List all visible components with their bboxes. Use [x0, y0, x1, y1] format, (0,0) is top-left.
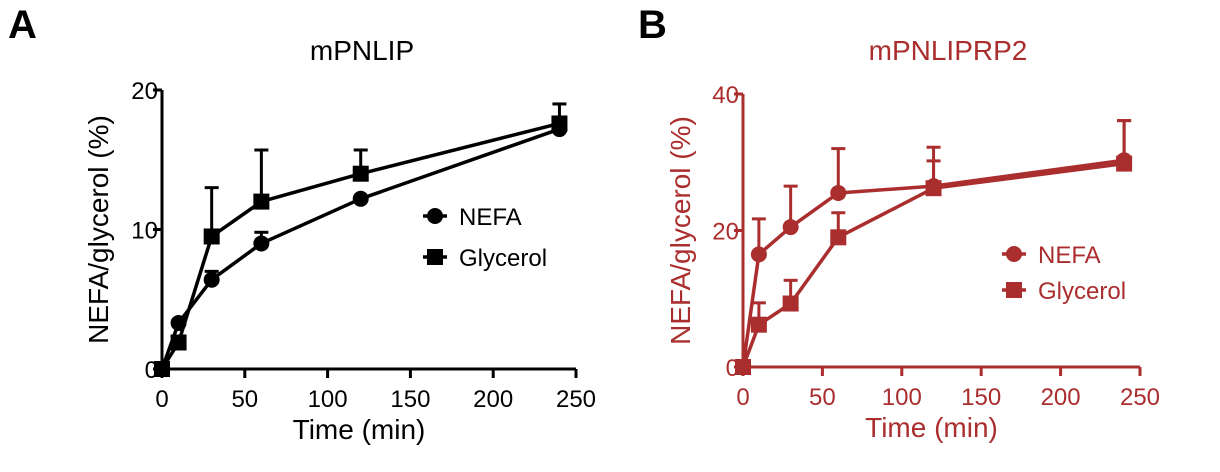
- nefa-data-point: [782, 219, 799, 236]
- x-axis-label: Time (min): [865, 412, 998, 443]
- glycerol-data-point: [782, 295, 799, 312]
- panel-letter: A: [8, 3, 37, 47]
- glycerol-data-point: [750, 316, 767, 333]
- x-tick-label: 50: [231, 386, 258, 413]
- x-tick-label: 200: [1041, 384, 1081, 411]
- y-tick-label: 10: [131, 218, 158, 245]
- nefa-legend-marker: [427, 208, 443, 224]
- x-tick-label: 50: [809, 384, 836, 411]
- x-tick-label: 0: [155, 386, 168, 413]
- glycerol-data-point: [170, 334, 187, 351]
- glycerol-data-point: [925, 180, 942, 197]
- y-tick-label: 40: [712, 82, 739, 109]
- glycerol-data-point: [1116, 155, 1133, 172]
- nefa-legend-label: NEFA: [459, 204, 522, 231]
- nefa-data-point: [750, 246, 767, 263]
- y-tick-label: 20: [712, 219, 739, 246]
- glycerol-data-point: [830, 229, 847, 246]
- nefa-series-line: [741, 158, 1125, 368]
- x-tick-label: 0: [736, 384, 749, 411]
- glycerol-data-point: [551, 115, 568, 132]
- nefa-legend-label: NEFA: [1038, 242, 1101, 269]
- x-axis-label: Time (min): [293, 414, 426, 445]
- glycerol-data-point: [735, 359, 751, 375]
- glycerol-data-point: [352, 165, 369, 182]
- glycerol-data-point: [253, 193, 270, 210]
- panel-letter: B: [638, 3, 667, 47]
- x-tick-label: 250: [556, 386, 596, 413]
- x-tick-label: 150: [961, 384, 1001, 411]
- nefa-data-point: [830, 184, 847, 201]
- nefa-legend-marker: [1006, 246, 1022, 262]
- glycerol-data-point: [203, 228, 220, 245]
- nefa-data-point: [352, 190, 369, 207]
- x-tick-label: 150: [390, 386, 430, 413]
- glycerol-data-point: [154, 361, 170, 377]
- glycerol-legend-label: Glycerol: [459, 245, 547, 272]
- x-tick-label: 200: [473, 386, 513, 413]
- chart-title: mPNLIPRP2: [869, 35, 1028, 66]
- nefa-series-line: [160, 127, 561, 370]
- x-tick-label: 100: [882, 384, 922, 411]
- chart-title: mPNLIP: [310, 35, 414, 66]
- y-axis-label: NEFA/glycerol (%): [83, 115, 114, 344]
- nefa-data-point: [203, 271, 220, 288]
- glycerol-legend-label: Glycerol: [1038, 278, 1126, 305]
- y-axis-label: NEFA/glycerol (%): [665, 116, 696, 345]
- x-tick-label: 100: [308, 386, 348, 413]
- glycerol-legend-marker: [1006, 282, 1022, 298]
- glycerol-legend-marker: [427, 249, 443, 265]
- x-tick-label: 250: [1120, 384, 1160, 411]
- y-tick-label: 20: [131, 78, 158, 105]
- nefa-data-point: [253, 235, 270, 252]
